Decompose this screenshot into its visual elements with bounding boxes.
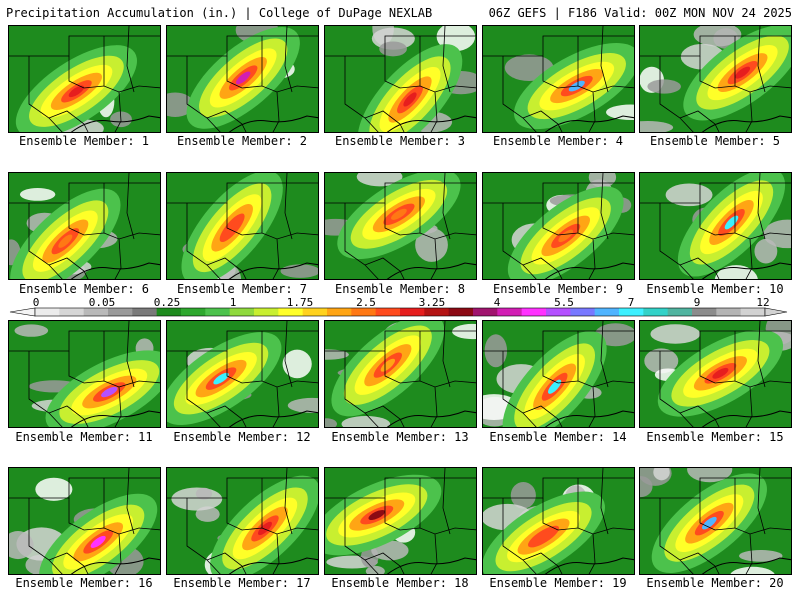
colorbar-swatch: [83, 308, 109, 316]
ensemble-label-6: Ensemble Member: 6: [18, 282, 150, 296]
colorbar-swatch: [132, 308, 158, 316]
ensemble-map-14: [482, 320, 635, 428]
colorbar-swatch: [302, 308, 328, 316]
colorbar-tick-label: 12: [756, 296, 770, 309]
ensemble-map-2: [166, 25, 319, 133]
ensemble-label-16: Ensemble Member: 16: [15, 576, 153, 590]
ensemble-label-8: Ensemble Member: 8: [334, 282, 466, 296]
colorbar-swatch: [278, 308, 304, 316]
colorbar-swatch: [473, 308, 498, 316]
ensemble-label-18: Ensemble Member: 18: [331, 576, 469, 590]
ensemble-map-3: [324, 25, 477, 133]
colorbar-swatch: [156, 308, 182, 316]
ensemble-map-11: [8, 320, 161, 428]
ensemble-label-15: Ensemble Member: 15: [646, 430, 784, 444]
colorbar-swatch: [546, 308, 571, 316]
colorbar-swatch: [740, 308, 766, 316]
ensemble-map-10: [639, 172, 792, 280]
colorbar-swatch: [692, 308, 717, 316]
colorbar-swatch: [35, 308, 60, 316]
colorbar-tick-label: 0: [32, 296, 40, 309]
ensemble-label-3: Ensemble Member: 3: [334, 134, 466, 148]
ensemble-label-12: Ensemble Member: 12: [173, 430, 311, 444]
ensemble-map-5: [639, 25, 792, 133]
title-right: 06Z GEFS | F186 Valid: 00Z MON NOV 24 20…: [488, 6, 792, 20]
colorbar-swatch: [521, 308, 547, 316]
colorbar-tick-label: 5.5: [554, 296, 574, 309]
colorbar-tick-label: 0.25: [153, 296, 181, 309]
ensemble-label-19: Ensemble Member: 19: [489, 576, 627, 590]
ensemble-map-20: [639, 467, 792, 575]
ensemble-label-11: Ensemble Member: 11: [15, 430, 153, 444]
colorbar-swatch: [497, 308, 523, 316]
header: Precipitation Accumulation (in.) | Colle…: [0, 0, 800, 24]
colorbar-tick-label: 7: [627, 296, 635, 309]
ensemble-map-19: [482, 467, 635, 575]
colorbar-tick-label: 1: [229, 296, 237, 309]
ensemble-map-6: [8, 172, 161, 280]
colorbar-swatch: [424, 308, 450, 316]
colorbar-swatch: [59, 308, 85, 316]
ensemble-map-7: [166, 172, 319, 280]
ensemble-label-2: Ensemble Member: 2: [176, 134, 308, 148]
ensemble-label-20: Ensemble Member: 20: [646, 576, 784, 590]
ensemble-map-15: [639, 320, 792, 428]
colorbar-tick-label: 0.05: [88, 296, 116, 309]
colorbar-tick-label: 1.75: [286, 296, 314, 309]
colorbar: [9, 307, 788, 317]
ensemble-label-14: Ensemble Member: 14: [489, 430, 627, 444]
ensemble-label-1: Ensemble Member: 1: [18, 134, 150, 148]
ensemble-map-12: [166, 320, 319, 428]
colorbar-left-arrow: [9, 307, 36, 317]
colorbar-swatch: [375, 308, 401, 316]
ensemble-label-10: Ensemble Member: 10: [646, 282, 784, 296]
ensemble-map-16: [8, 467, 161, 575]
colorbar-swatch: [108, 308, 133, 316]
colorbar-swatch: [327, 308, 352, 316]
colorbar-swatch: [351, 308, 377, 316]
colorbar-right-arrow: [764, 307, 788, 317]
title-left: Precipitation Accumulation (in.) | Colle…: [6, 6, 433, 20]
colorbar-swatch: [667, 308, 693, 316]
ensemble-label-13: Ensemble Member: 13: [331, 430, 469, 444]
colorbar-swatch: [448, 308, 474, 316]
colorbar-swatch: [229, 308, 255, 316]
ensemble-map-13: [324, 320, 477, 428]
colorbar-swatch: [205, 308, 231, 316]
colorbar-swatch: [594, 308, 620, 316]
ensemble-map-8: [324, 172, 477, 280]
colorbar-swatch: [181, 308, 206, 316]
ensemble-map-1: [8, 25, 161, 133]
colorbar-swatch: [619, 308, 644, 316]
colorbar-swatch: [400, 308, 425, 316]
ensemble-label-4: Ensemble Member: 4: [492, 134, 624, 148]
ensemble-label-5: Ensemble Member: 5: [649, 134, 781, 148]
colorbar-tick-label: 4: [493, 296, 501, 309]
ensemble-label-17: Ensemble Member: 17: [173, 576, 311, 590]
ensemble-map-17: [166, 467, 319, 575]
colorbar-swatch: [716, 308, 742, 316]
ensemble-label-9: Ensemble Member: 9: [492, 282, 624, 296]
colorbar-tick-label: 2.5: [356, 296, 376, 309]
colorbar-swatch: [570, 308, 596, 316]
ensemble-map-9: [482, 172, 635, 280]
ensemble-map-4: [482, 25, 635, 133]
colorbar-swatch: [643, 308, 669, 316]
colorbar-tick-label: 9: [693, 296, 701, 309]
ensemble-label-7: Ensemble Member: 7: [176, 282, 308, 296]
ensemble-map-18: [324, 467, 477, 575]
colorbar-swatch: [254, 308, 279, 316]
colorbar-tick-label: 3.25: [418, 296, 446, 309]
